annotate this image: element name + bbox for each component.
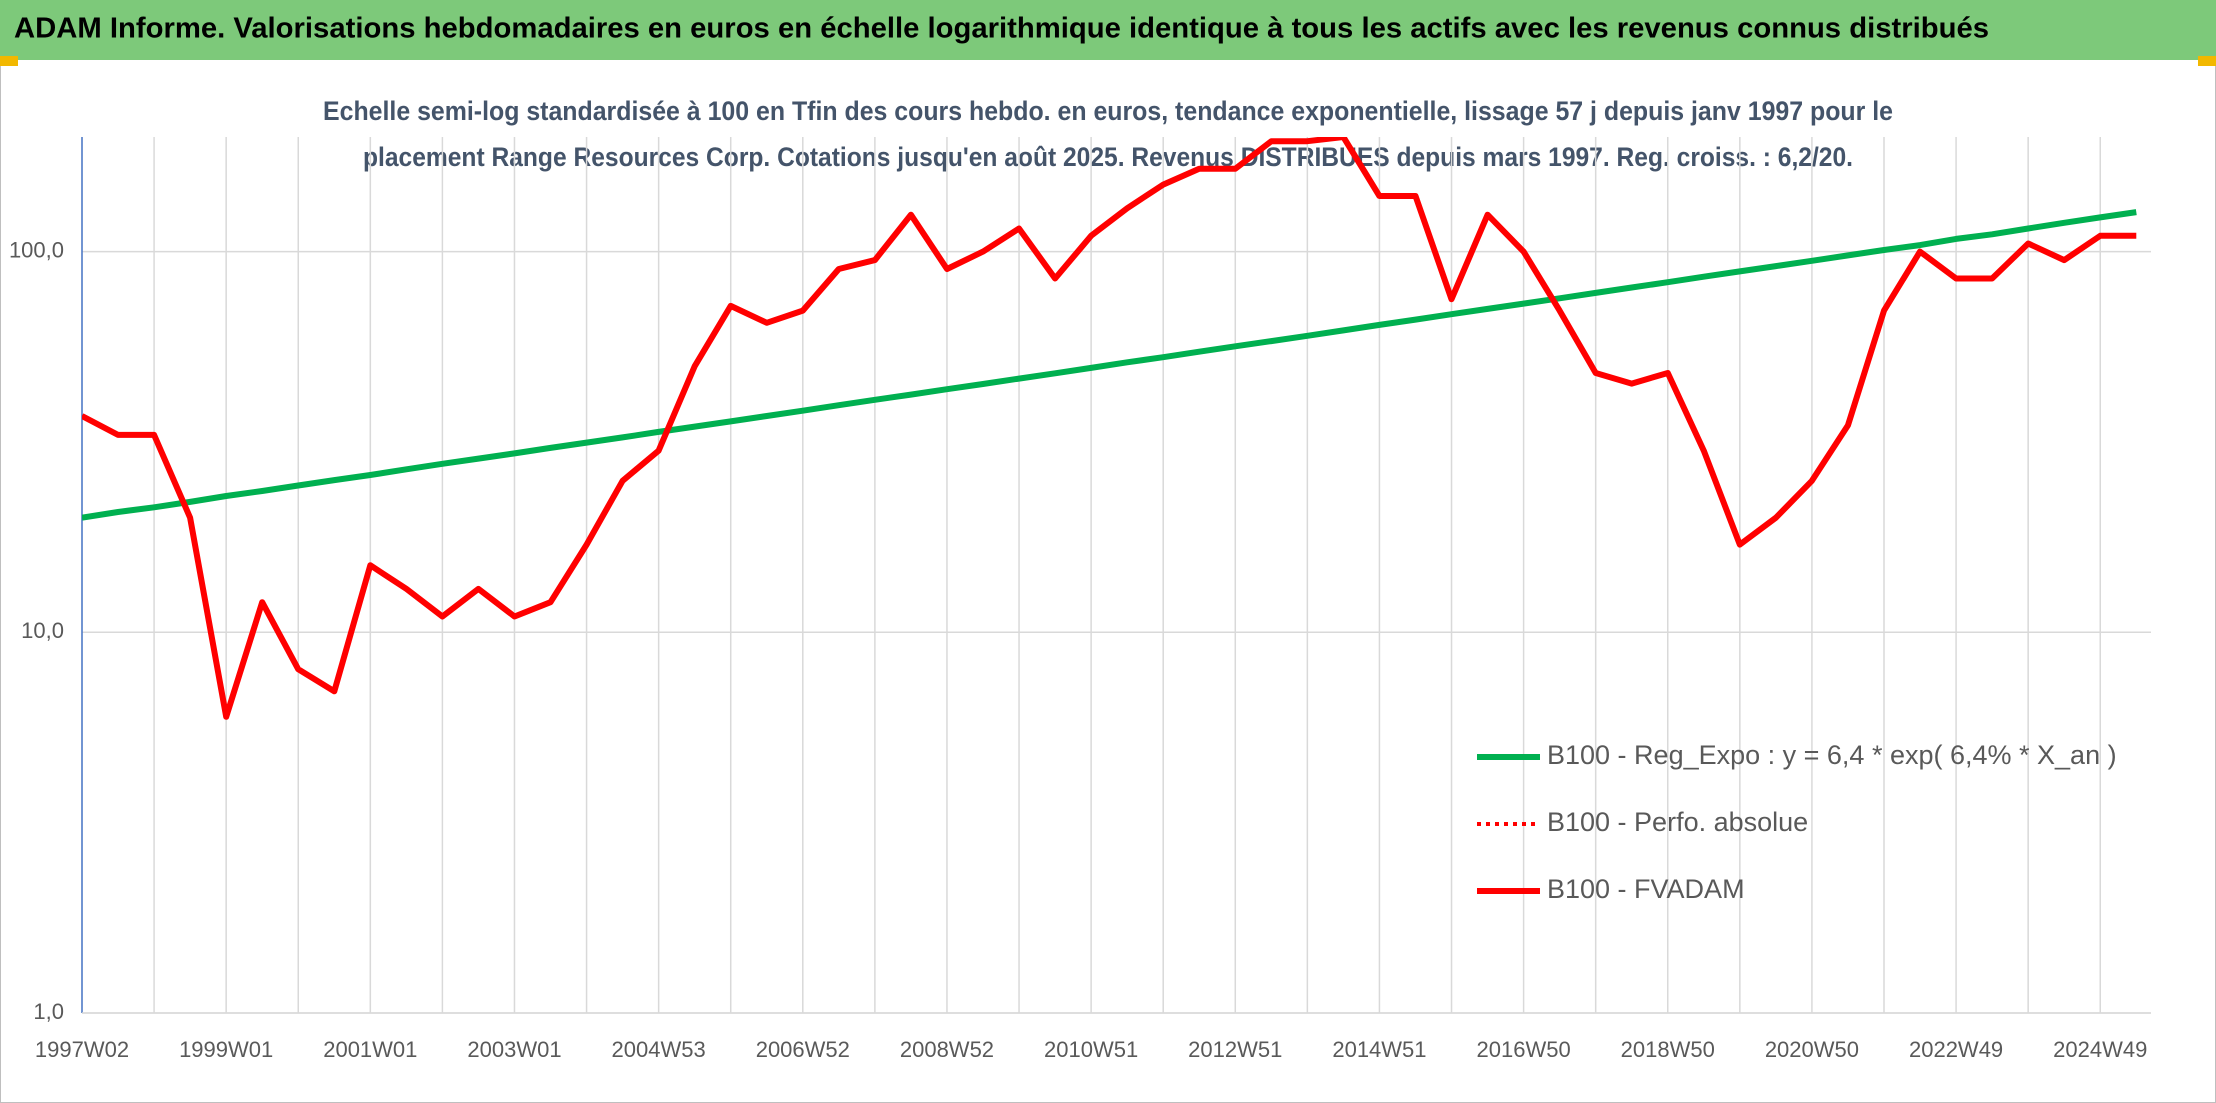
x-tick-label: 2008W52 — [900, 1037, 994, 1062]
y-tick-label: 100,0 — [9, 237, 64, 262]
x-tick-label: 2006W52 — [756, 1037, 850, 1062]
y-tick-label: 10,0 — [21, 618, 64, 643]
chart-subtitle: placement Range Resources Corp. Cotation… — [363, 142, 1853, 172]
x-tick-label: 2010W51 — [1044, 1037, 1138, 1062]
corner — [0, 56, 18, 66]
chart-title: ADAM Informe. Valorisations hebdomadaire… — [14, 13, 1989, 45]
y-tick-label: 1,0 — [33, 999, 64, 1024]
x-tick-label: 2003W01 — [467, 1037, 561, 1062]
x-tick-label: 2001W01 — [323, 1037, 417, 1062]
x-tick-label: 2016W50 — [1477, 1037, 1571, 1062]
series-line — [82, 137, 2137, 720]
corner — [2198, 56, 2216, 66]
x-tick-label: 2020W50 — [1765, 1037, 1859, 1062]
x-tick-label: 2018W50 — [1621, 1037, 1715, 1062]
legend-label: B100 - FVADAM — [1547, 874, 1745, 904]
x-tick-label: 2014W51 — [1332, 1037, 1426, 1062]
x-tick-label: 1999W01 — [179, 1037, 273, 1062]
chart-subtitle: Echelle semi-log standardisée à 100 en T… — [323, 96, 1893, 126]
x-tick-label: 2004W53 — [612, 1037, 706, 1062]
legend-label: B100 - Reg_Expo : y = 6,4 * exp( 6,4% * … — [1547, 740, 2117, 770]
x-tick-label: 1997W02 — [35, 1037, 129, 1062]
x-tick-label: 2024W49 — [2053, 1037, 2147, 1062]
series-line — [82, 209, 2137, 521]
x-tick-label: 2012W51 — [1188, 1037, 1282, 1062]
title-bar — [0, 0, 2216, 60]
x-tick-label: 2022W49 — [1909, 1037, 2003, 1062]
legend-label: B100 - Perfo. absolue — [1547, 807, 1808, 837]
